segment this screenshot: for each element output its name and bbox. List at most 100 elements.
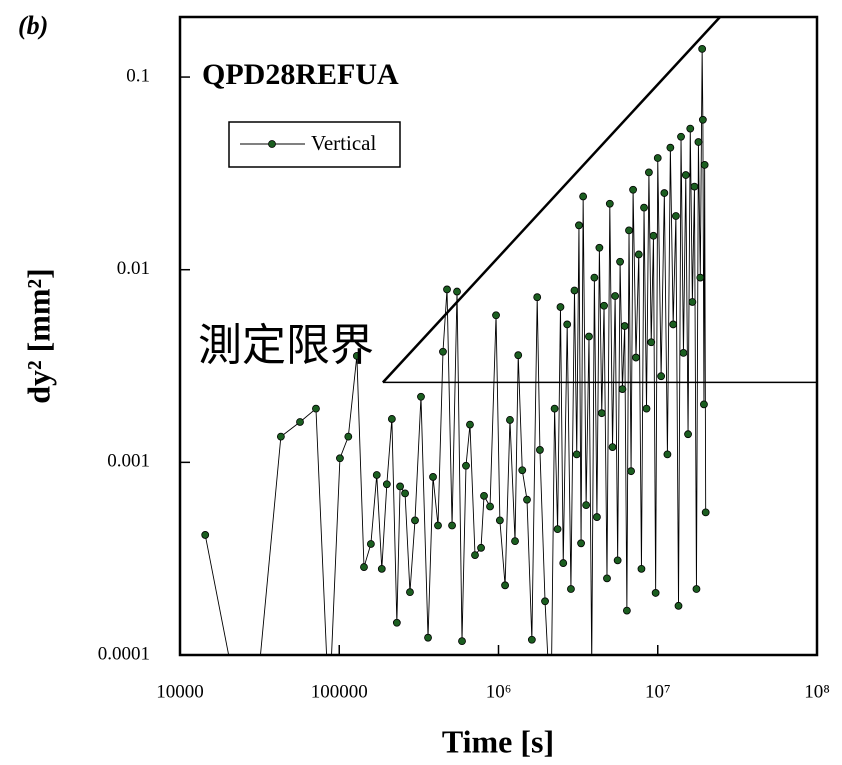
data-point <box>669 320 678 329</box>
data-point <box>627 467 635 476</box>
data-point <box>276 432 285 441</box>
data-point <box>236 709 243 716</box>
x-tick-label: 10⁷ <box>645 681 671 702</box>
data-point <box>553 525 562 534</box>
data-point <box>360 563 368 571</box>
data-point <box>511 537 519 546</box>
data-point <box>637 564 646 573</box>
legend-label: Vertical <box>311 131 376 155</box>
data-point <box>471 551 479 560</box>
plot-area <box>201 17 817 716</box>
data-point <box>634 250 643 259</box>
data-point <box>448 521 456 530</box>
x-tick-label: 10000 <box>156 681 204 702</box>
data-point <box>366 540 375 548</box>
data-point <box>533 293 542 302</box>
data-point <box>649 231 658 240</box>
data-point <box>570 286 579 295</box>
data-point <box>625 226 633 235</box>
data-point <box>588 660 595 667</box>
data-point <box>611 292 620 300</box>
data-point <box>559 559 568 567</box>
data-point <box>645 168 653 177</box>
data-point <box>653 154 662 162</box>
data-point <box>620 322 629 330</box>
legend-marker <box>268 140 276 148</box>
data-point <box>406 588 414 597</box>
data-point <box>632 353 640 362</box>
data-point <box>495 516 504 525</box>
x-tick-label: 10⁶ <box>486 681 512 702</box>
data-point <box>296 418 304 426</box>
data-point <box>577 539 585 548</box>
data-point <box>424 633 432 642</box>
y-tick-label: 0.01 <box>117 258 150 279</box>
data-point <box>312 404 320 413</box>
data-point <box>688 298 697 306</box>
data-point <box>698 115 707 124</box>
data-point <box>417 392 425 401</box>
data-point <box>651 589 660 597</box>
data-point <box>466 420 474 429</box>
data-point <box>411 516 419 525</box>
data-point <box>696 273 705 282</box>
data-point <box>622 606 631 615</box>
data-point <box>443 285 451 294</box>
x-tick-label: 100000 <box>311 681 368 702</box>
data-point <box>663 450 672 459</box>
data-point <box>387 415 396 423</box>
data-point <box>600 301 608 310</box>
data-point <box>434 521 442 530</box>
data-point <box>660 189 669 197</box>
data-point <box>686 124 695 133</box>
data-point <box>692 585 701 593</box>
data-point <box>506 416 514 424</box>
data-point <box>523 495 531 504</box>
data-point <box>671 212 680 220</box>
data-point <box>567 585 575 593</box>
data-point <box>590 273 599 282</box>
data-point <box>396 482 404 491</box>
data-point <box>518 466 527 475</box>
data-point <box>572 450 581 459</box>
data-point <box>674 601 683 610</box>
data-point <box>700 160 709 169</box>
y-tick-label: 0.1 <box>126 65 150 86</box>
data-point <box>642 404 651 413</box>
data-point <box>657 372 666 381</box>
data-point <box>679 348 688 357</box>
data-point <box>477 543 485 552</box>
data-point <box>629 185 637 194</box>
data-point <box>201 531 210 539</box>
data-point <box>698 45 707 53</box>
reference-line <box>381 17 721 384</box>
y-tick-label: 0.001 <box>107 451 150 472</box>
data-point <box>666 143 675 152</box>
data-point <box>458 637 466 646</box>
data-point <box>616 257 624 266</box>
data-point <box>429 473 437 481</box>
data-point <box>694 138 703 146</box>
data-point <box>336 454 344 463</box>
data-point <box>545 660 552 667</box>
legend: Vertical <box>228 121 401 168</box>
data-point <box>681 171 690 179</box>
data-point <box>603 574 611 583</box>
data-point <box>344 432 353 441</box>
data-point <box>527 635 536 644</box>
data-point <box>579 192 588 201</box>
chart-title: QPD28REFUA <box>202 58 399 91</box>
data-point <box>556 303 565 311</box>
data-point <box>486 502 494 511</box>
annotation: 測定限界 <box>198 321 374 370</box>
data-point <box>582 501 591 509</box>
data-point <box>608 443 617 451</box>
data-point <box>585 332 593 341</box>
data-point <box>595 243 604 252</box>
data-point <box>613 556 622 565</box>
data-point <box>548 670 555 677</box>
data-point <box>563 320 572 329</box>
data-point <box>700 400 708 409</box>
data-point <box>392 618 401 627</box>
